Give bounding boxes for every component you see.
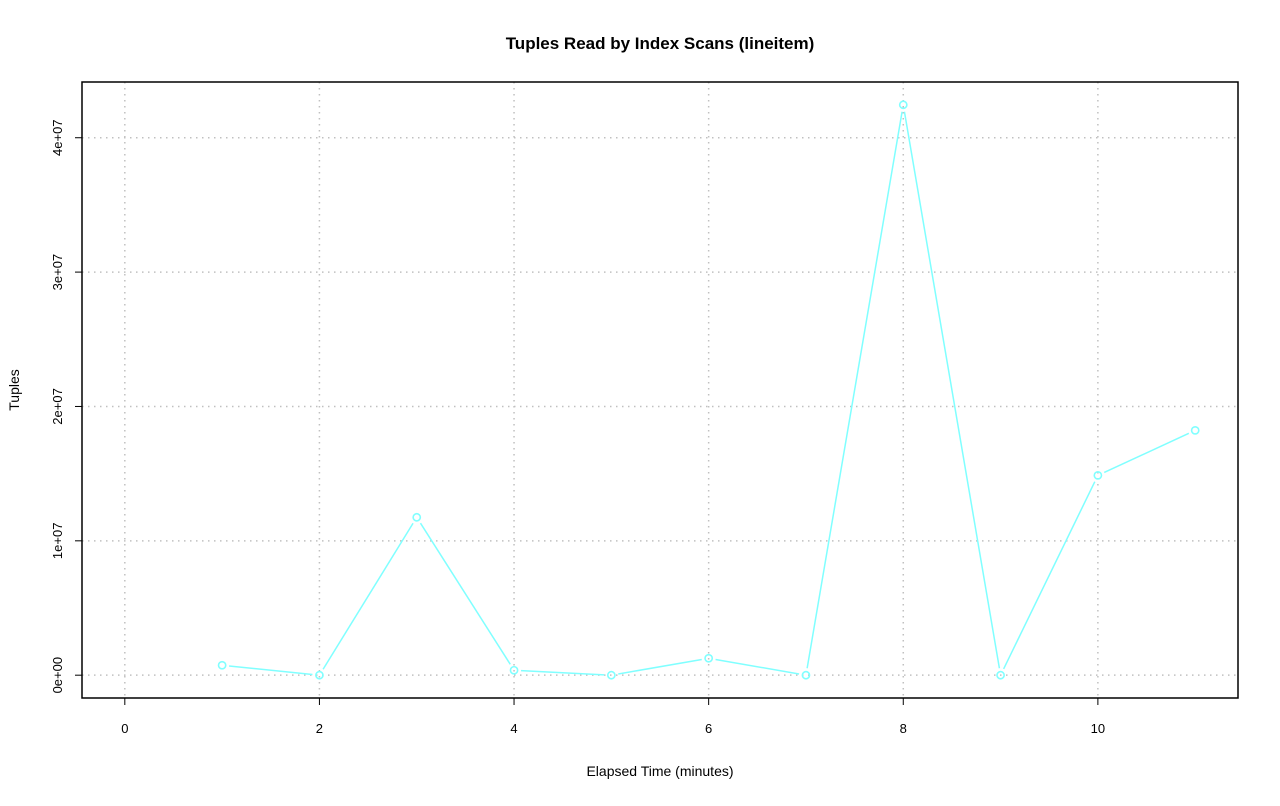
chart-title: Tuples Read by Index Scans (lineitem) — [506, 34, 815, 53]
data-point — [704, 653, 714, 663]
data-point — [412, 512, 422, 522]
series-segment — [715, 658, 800, 675]
x-tick-label: 0 — [121, 721, 128, 736]
series-segment — [1002, 481, 1096, 670]
data-point — [801, 670, 811, 680]
data-point — [315, 670, 324, 680]
data-point — [606, 670, 616, 680]
data-point — [1093, 470, 1103, 480]
x-axis: 0 2 4 6 8 10 — [121, 698, 1105, 736]
y-tick-label: 0e+00 — [50, 657, 65, 694]
x-axis-label: Elapsed Time (minutes) — [586, 763, 733, 779]
series-segment — [322, 522, 414, 670]
x-tick-label: 4 — [510, 721, 517, 736]
data-point — [1190, 425, 1200, 435]
grid — [82, 82, 1238, 698]
x-tick-label: 6 — [705, 721, 712, 736]
series-segment — [903, 111, 1001, 669]
y-tick-label: 1e+07 — [50, 523, 65, 560]
series-segment — [520, 669, 605, 676]
data-point — [898, 100, 908, 110]
y-tick-label: 3e+07 — [50, 254, 65, 291]
y-tick-label: 4e+07 — [50, 119, 65, 156]
data-point — [217, 660, 227, 670]
series-segment — [419, 522, 511, 665]
data-point — [509, 665, 519, 675]
data-point — [996, 670, 1005, 680]
series-segment — [618, 658, 702, 675]
plot-frame — [81, 81, 1239, 699]
x-tick-label: 2 — [316, 721, 323, 736]
series-segment — [806, 111, 903, 669]
y-tick-label: 2e+07 — [50, 388, 65, 425]
series — [217, 100, 1200, 680]
y-axis: 0e+00 1e+07 2e+07 3e+07 4e+07 — [50, 119, 82, 693]
series-segment — [1103, 432, 1190, 474]
series-segment — [229, 665, 313, 676]
x-tick-label: 10 — [1091, 721, 1105, 736]
y-axis-label: Tuples — [6, 369, 22, 411]
x-tick-label: 8 — [900, 721, 907, 736]
